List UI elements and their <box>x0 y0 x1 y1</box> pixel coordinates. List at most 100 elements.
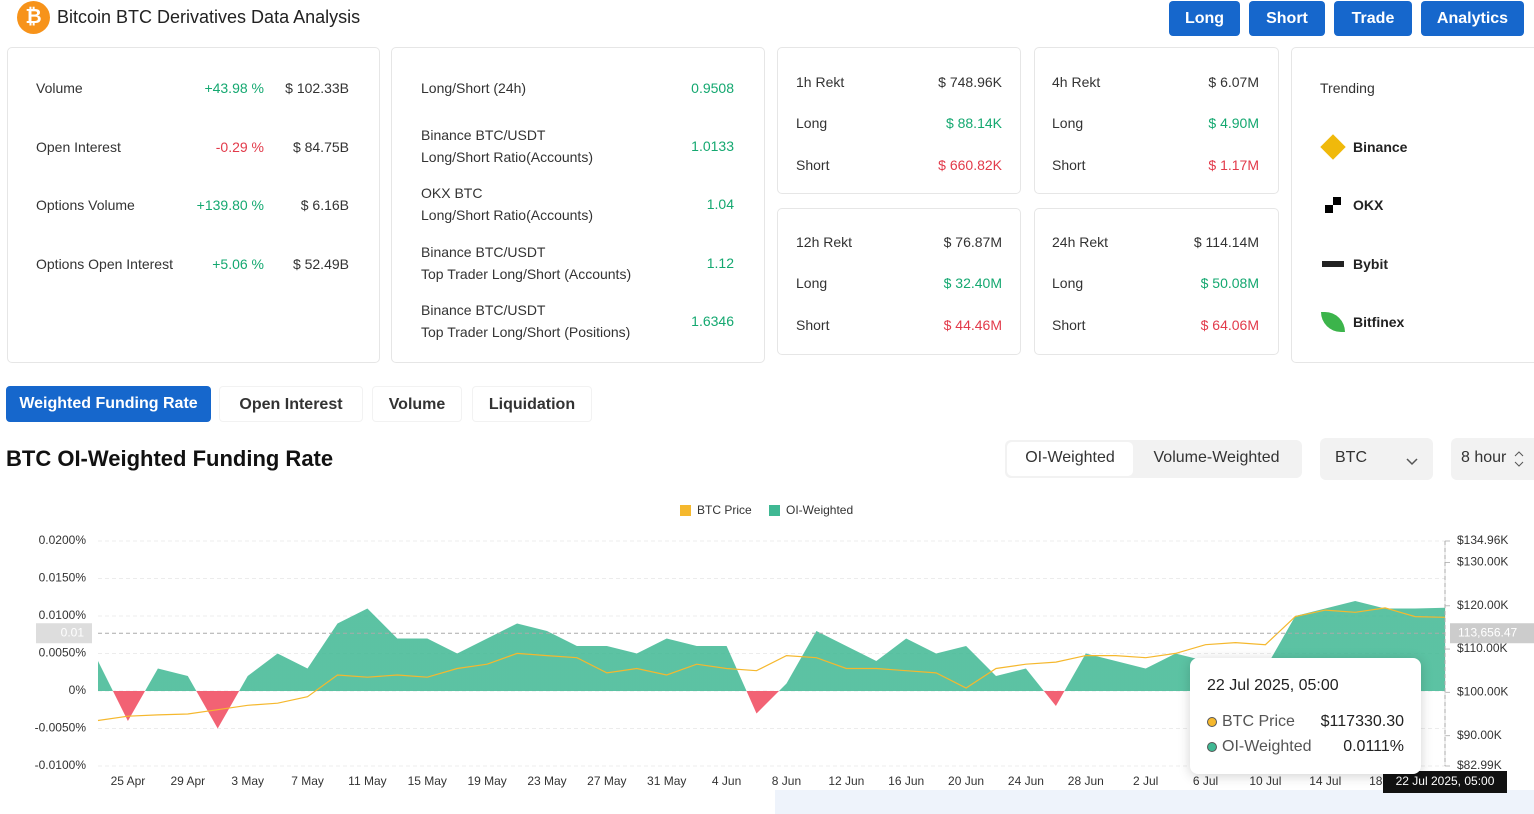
x-tick-label: 11 May <box>348 774 386 788</box>
rekt-card <box>1034 47 1279 194</box>
tab[interactable]: Liquidation <box>472 386 592 422</box>
stat-value: $ 52.49B <box>292 256 349 272</box>
stat-change: +139.80 % <box>196 197 264 213</box>
rekt-value: $ 76.87M <box>943 234 1002 250</box>
stats-card <box>7 47 380 363</box>
y2-tick-label: $90.00K <box>1457 728 1502 742</box>
stat-value: $ 102.33B <box>285 80 349 96</box>
rekt-value: $ 6.07M <box>1208 74 1259 90</box>
y2-tick-label: $100.00K <box>1457 685 1508 699</box>
exchange-icon <box>1319 308 1347 336</box>
crosshair-x-box <box>1383 771 1507 793</box>
ratio-value: 0.9508 <box>691 80 734 96</box>
ratio-sublabel: Long/Short Ratio(Accounts) <box>421 149 593 165</box>
rekt-value: $ 88.14K <box>945 115 1002 131</box>
rekt-label: Long <box>796 115 828 131</box>
stat-value: $ 6.16B <box>300 197 349 213</box>
tooltip-name: OI-Weighted <box>1222 738 1312 755</box>
x-tick-label: 8 Jun <box>772 774 801 788</box>
x-tick-label: 27 May <box>587 774 626 788</box>
trending-item[interactable]: OKX <box>1353 197 1384 213</box>
legend-label: OI-Weighted <box>786 503 853 517</box>
rekt-card <box>1034 208 1279 355</box>
x-tick-label: 23 May <box>527 774 566 788</box>
rekt-label: 4h Rekt <box>1052 74 1101 90</box>
x-tick-label: 19 May <box>467 774 506 788</box>
bitcoin-logo: ₿ <box>17 1 50 34</box>
stat-value: $ 84.75B <box>292 139 349 155</box>
crosshair-y2-box <box>1450 623 1534 644</box>
y2-tick-label: $130.00K <box>1457 555 1508 569</box>
legend-swatch <box>769 505 780 516</box>
toggle-active <box>1007 442 1133 476</box>
crosshair-y-label: 0.01 <box>61 625 85 639</box>
x-tick-label: 12 Jun <box>828 774 864 788</box>
ratio-label: OKX BTC <box>421 185 483 201</box>
nav-button[interactable]: Analytics <box>1421 1 1524 36</box>
x-tick-label: 15 May <box>408 774 447 788</box>
trending-item[interactable]: Bitfinex <box>1353 314 1405 330</box>
x-tick-label: 24 Jun <box>1008 774 1044 788</box>
page-title: Bitcoin BTC Derivatives Data Analysis <box>57 7 361 27</box>
tab[interactable]: Open Interest <box>219 386 363 422</box>
x-tick-label: 7 May <box>291 774 324 788</box>
x-tick-label: 10 Jul <box>1249 774 1281 788</box>
trending-title: Trending <box>1320 80 1375 96</box>
ratio-sublabel: Top Trader Long/Short (Accounts) <box>421 266 632 282</box>
x-tick-label: 14 Jul <box>1309 774 1341 788</box>
rekt-value: $ 114.14M <box>1193 234 1259 250</box>
toggle-option[interactable]: OI-Weighted <box>1025 449 1115 466</box>
tab[interactable]: Volume <box>372 386 462 422</box>
ratio-label: Binance BTC/USDT <box>421 302 546 318</box>
trending-item[interactable]: Binance <box>1353 139 1408 155</box>
interval-select[interactable] <box>1451 438 1534 480</box>
rekt-label: Long <box>1052 115 1084 131</box>
ratio-card <box>391 47 765 363</box>
exchange-icon <box>1319 133 1347 161</box>
rekt-label: 1h Rekt <box>796 74 845 90</box>
ratio-label: Binance BTC/USDT <box>421 244 546 260</box>
rekt-value: $ 64.06M <box>1200 317 1259 333</box>
stat-label: Options Volume <box>36 197 135 213</box>
tooltip-value: $117330.30 <box>1320 713 1404 730</box>
stat-change: +5.06 % <box>212 256 264 272</box>
y2-tick-label: $82.99K <box>1457 758 1502 772</box>
rekt-label: Short <box>1052 317 1086 333</box>
price-line <box>97 607 1446 722</box>
stat-label: Volume <box>36 80 83 96</box>
tooltip <box>1190 658 1421 774</box>
nav-button[interactable]: Trade <box>1334 1 1412 36</box>
crosshair-y2-label: 113,656.47 <box>1458 625 1517 639</box>
x-tick-label: 3 May <box>231 774 264 788</box>
range-slider[interactable] <box>775 790 1534 814</box>
rekt-label: Long <box>796 275 828 291</box>
rekt-value: $ 748.96K <box>938 74 1002 90</box>
interval-value: 8 hour <box>1461 449 1507 466</box>
x-tick-label: 31 May <box>647 774 686 788</box>
toggle-option[interactable]: Volume-Weighted <box>1153 449 1280 466</box>
rekt-label: Short <box>796 317 830 333</box>
y2-tick-label: $110.00K <box>1457 641 1508 655</box>
x-tick-label: 4 Jun <box>712 774 741 788</box>
rekt-label: 12h Rekt <box>796 234 853 250</box>
stat-change: +43.98 % <box>204 80 264 96</box>
exchange-icon <box>1319 250 1347 278</box>
ratio-value: 1.04 <box>706 196 734 212</box>
stat-label: Open Interest <box>36 139 121 155</box>
x-tick-label: 2 Jul <box>1133 774 1158 788</box>
coin-select[interactable] <box>1320 438 1433 480</box>
nav-button[interactable]: Long <box>1169 1 1240 36</box>
y-tick-label: -0.0100% <box>35 758 87 772</box>
x-tick-label: 25 Apr <box>111 774 146 788</box>
rekt-value: $ 44.46M <box>943 317 1002 333</box>
trending-item[interactable]: Bybit <box>1353 256 1388 272</box>
tooltip-title: 22 Jul 2025, 05:00 <box>1207 677 1339 694</box>
rekt-value: $ 1.17M <box>1208 157 1259 173</box>
y-tick-label: 0.0200% <box>39 533 87 547</box>
ratio-value: 1.0133 <box>691 138 734 154</box>
nav-button[interactable]: Short <box>1249 1 1325 36</box>
tab[interactable]: Weighted Funding Rate <box>6 386 211 422</box>
ratio-label: Long/Short (24h) <box>421 80 527 96</box>
tooltip-dot <box>1207 742 1217 752</box>
stat-label: Options Open Interest <box>36 256 173 272</box>
